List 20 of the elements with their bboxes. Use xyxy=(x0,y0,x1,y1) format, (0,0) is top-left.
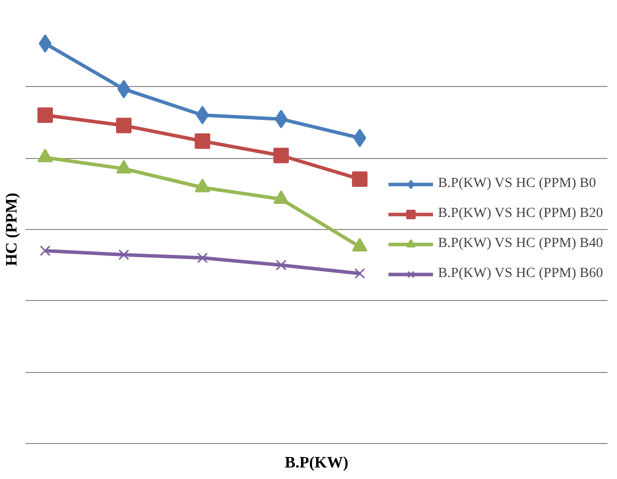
y-axis-title: HC (PPM) xyxy=(4,192,20,266)
legend-label: B.P(KW) VS HC (PPM) B60 xyxy=(438,266,603,282)
point xyxy=(197,252,208,264)
point xyxy=(273,148,289,164)
legend-label: B.P(KW) VS HC (PPM) B0 xyxy=(438,176,596,192)
point xyxy=(40,245,51,256)
point xyxy=(38,34,52,53)
legend-label: B.P(KW) VS HC (PPM) B20 xyxy=(438,206,603,222)
point xyxy=(352,171,368,187)
point xyxy=(117,80,130,98)
point xyxy=(353,128,366,148)
point xyxy=(194,133,210,149)
point xyxy=(37,107,53,123)
point xyxy=(118,249,130,260)
point xyxy=(274,110,288,128)
x-axis-title: B.P(KW) xyxy=(284,454,348,472)
point xyxy=(116,118,132,134)
legend-label: B.P(KW) VS HC (PPM) B40 xyxy=(438,236,603,252)
point xyxy=(354,268,366,279)
point xyxy=(276,260,286,270)
